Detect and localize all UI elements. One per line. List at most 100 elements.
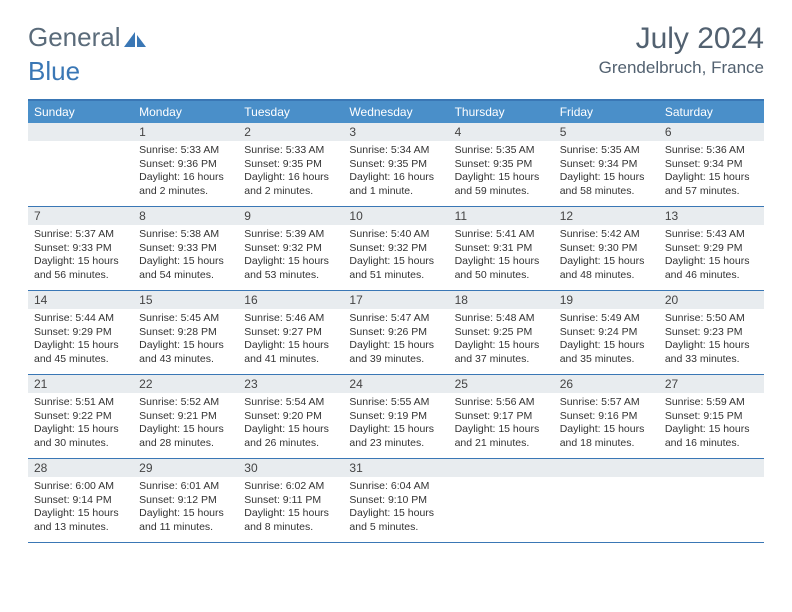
daylight-text-1: Daylight: 15 hours — [560, 171, 653, 185]
date-number: 22 — [133, 375, 238, 393]
day-info: Sunrise: 5:38 AMSunset: 9:33 PMDaylight:… — [133, 225, 238, 289]
daylight-text-1: Daylight: 15 hours — [349, 423, 442, 437]
daylight-text-2: and 16 minutes. — [665, 437, 758, 451]
calendar-cell: 6Sunrise: 5:36 AMSunset: 9:34 PMDaylight… — [659, 123, 764, 207]
daylight-text-2: and 18 minutes. — [560, 437, 653, 451]
sunrise-text: Sunrise: 5:33 AM — [244, 144, 337, 158]
sunrise-text: Sunrise: 5:44 AM — [34, 312, 127, 326]
sunrise-text: Sunrise: 5:38 AM — [139, 228, 232, 242]
sunset-text: Sunset: 9:20 PM — [244, 410, 337, 424]
date-number: 23 — [238, 375, 343, 393]
sunset-text: Sunset: 9:32 PM — [244, 242, 337, 256]
date-number: 1 — [133, 123, 238, 141]
day-info: Sunrise: 5:43 AMSunset: 9:29 PMDaylight:… — [659, 225, 764, 289]
day-header: Sunday — [28, 101, 133, 123]
calendar-cell: 26Sunrise: 5:57 AMSunset: 9:16 PMDayligh… — [554, 375, 659, 459]
calendar-cell: 2Sunrise: 5:33 AMSunset: 9:35 PMDaylight… — [238, 123, 343, 207]
daylight-text-2: and 35 minutes. — [560, 353, 653, 367]
daylight-text-1: Daylight: 15 hours — [244, 339, 337, 353]
daylight-text-2: and 5 minutes. — [349, 521, 442, 535]
date-number: 8 — [133, 207, 238, 225]
day-header: Saturday — [659, 101, 764, 123]
calendar-cell: 23Sunrise: 5:54 AMSunset: 9:20 PMDayligh… — [238, 375, 343, 459]
daylight-text-2: and 50 minutes. — [455, 269, 548, 283]
daylight-text-2: and 26 minutes. — [244, 437, 337, 451]
sunset-text: Sunset: 9:27 PM — [244, 326, 337, 340]
daylight-text-2: and 56 minutes. — [34, 269, 127, 283]
sunset-text: Sunset: 9:24 PM — [560, 326, 653, 340]
daylight-text-2: and 23 minutes. — [349, 437, 442, 451]
day-info: Sunrise: 5:41 AMSunset: 9:31 PMDaylight:… — [449, 225, 554, 289]
title-block: July 2024 Grendelbruch, France — [599, 22, 764, 78]
date-number: 11 — [449, 207, 554, 225]
daylight-text-1: Daylight: 15 hours — [139, 507, 232, 521]
sunset-text: Sunset: 9:12 PM — [139, 494, 232, 508]
day-info: Sunrise: 5:35 AMSunset: 9:35 PMDaylight:… — [449, 141, 554, 205]
day-header: Tuesday — [238, 101, 343, 123]
daylight-text-1: Daylight: 16 hours — [244, 171, 337, 185]
daylight-text-1: Daylight: 15 hours — [455, 423, 548, 437]
day-info: Sunrise: 6:01 AMSunset: 9:12 PMDaylight:… — [133, 477, 238, 541]
day-info: Sunrise: 5:39 AMSunset: 9:32 PMDaylight:… — [238, 225, 343, 289]
calendar-cell: 12Sunrise: 5:42 AMSunset: 9:30 PMDayligh… — [554, 207, 659, 291]
calendar-cell: 28Sunrise: 6:00 AMSunset: 9:14 PMDayligh… — [28, 459, 133, 543]
sail-icon — [124, 29, 146, 47]
day-header: Friday — [554, 101, 659, 123]
sunrise-text: Sunrise: 5:39 AM — [244, 228, 337, 242]
sunset-text: Sunset: 9:33 PM — [34, 242, 127, 256]
location-title: Grendelbruch, France — [599, 58, 764, 78]
sunset-text: Sunset: 9:35 PM — [349, 158, 442, 172]
day-info: Sunrise: 5:55 AMSunset: 9:19 PMDaylight:… — [343, 393, 448, 457]
calendar-cell: 9Sunrise: 5:39 AMSunset: 9:32 PMDaylight… — [238, 207, 343, 291]
day-info: Sunrise: 5:49 AMSunset: 9:24 PMDaylight:… — [554, 309, 659, 373]
daylight-text-1: Daylight: 15 hours — [244, 255, 337, 269]
date-number: 9 — [238, 207, 343, 225]
calendar-cell: 7Sunrise: 5:37 AMSunset: 9:33 PMDaylight… — [28, 207, 133, 291]
calendar-cell: 3Sunrise: 5:34 AMSunset: 9:35 PMDaylight… — [343, 123, 448, 207]
day-info: Sunrise: 5:46 AMSunset: 9:27 PMDaylight:… — [238, 309, 343, 373]
day-info: Sunrise: 5:33 AMSunset: 9:35 PMDaylight:… — [238, 141, 343, 205]
sunset-text: Sunset: 9:32 PM — [349, 242, 442, 256]
daylight-text-2: and 2 minutes. — [244, 185, 337, 199]
calendar-cell: 16Sunrise: 5:46 AMSunset: 9:27 PMDayligh… — [238, 291, 343, 375]
day-header: Thursday — [449, 101, 554, 123]
date-number: 26 — [554, 375, 659, 393]
sunrise-text: Sunrise: 5:42 AM — [560, 228, 653, 242]
daylight-text-2: and 43 minutes. — [139, 353, 232, 367]
daylight-text-2: and 41 minutes. — [244, 353, 337, 367]
daylight-text-1: Daylight: 15 hours — [560, 255, 653, 269]
date-number — [28, 123, 133, 141]
day-info: Sunrise: 5:56 AMSunset: 9:17 PMDaylight:… — [449, 393, 554, 457]
week-row: 7Sunrise: 5:37 AMSunset: 9:33 PMDaylight… — [28, 207, 764, 291]
day-info: Sunrise: 5:35 AMSunset: 9:34 PMDaylight:… — [554, 141, 659, 205]
date-number: 21 — [28, 375, 133, 393]
calendar-cell: 13Sunrise: 5:43 AMSunset: 9:29 PMDayligh… — [659, 207, 764, 291]
sunrise-text: Sunrise: 5:37 AM — [34, 228, 127, 242]
day-header-row: Sunday Monday Tuesday Wednesday Thursday… — [28, 101, 764, 123]
sunrise-text: Sunrise: 5:40 AM — [349, 228, 442, 242]
sunset-text: Sunset: 9:35 PM — [455, 158, 548, 172]
sunset-text: Sunset: 9:21 PM — [139, 410, 232, 424]
sunset-text: Sunset: 9:33 PM — [139, 242, 232, 256]
logo: General — [28, 22, 150, 53]
day-info: Sunrise: 5:33 AMSunset: 9:36 PMDaylight:… — [133, 141, 238, 205]
date-number: 3 — [343, 123, 448, 141]
sunrise-text: Sunrise: 5:55 AM — [349, 396, 442, 410]
sunset-text: Sunset: 9:29 PM — [34, 326, 127, 340]
calendar-cell: 17Sunrise: 5:47 AMSunset: 9:26 PMDayligh… — [343, 291, 448, 375]
date-number: 20 — [659, 291, 764, 309]
date-number: 2 — [238, 123, 343, 141]
daylight-text-2: and 1 minute. — [349, 185, 442, 199]
calendar-cell: 10Sunrise: 5:40 AMSunset: 9:32 PMDayligh… — [343, 207, 448, 291]
date-number: 6 — [659, 123, 764, 141]
calendar-cell — [554, 459, 659, 543]
sunrise-text: Sunrise: 5:59 AM — [665, 396, 758, 410]
daylight-text-1: Daylight: 15 hours — [34, 255, 127, 269]
calendar-cell — [28, 123, 133, 207]
day-info: Sunrise: 5:47 AMSunset: 9:26 PMDaylight:… — [343, 309, 448, 373]
sunset-text: Sunset: 9:35 PM — [244, 158, 337, 172]
sunrise-text: Sunrise: 5:54 AM — [244, 396, 337, 410]
date-number — [659, 459, 764, 477]
daylight-text-2: and 51 minutes. — [349, 269, 442, 283]
day-info: Sunrise: 5:59 AMSunset: 9:15 PMDaylight:… — [659, 393, 764, 457]
